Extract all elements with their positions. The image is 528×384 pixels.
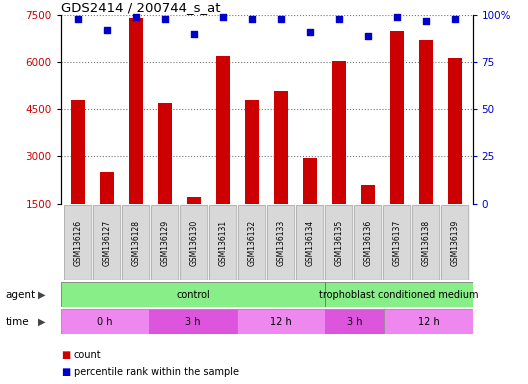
Bar	[325, 309, 384, 334]
Bar	[129, 18, 144, 204]
Text: trophoblast conditioned medium: trophoblast conditioned medium	[319, 290, 479, 300]
Text: 12 h: 12 h	[270, 316, 292, 327]
FancyBboxPatch shape	[441, 205, 469, 280]
Text: ■: ■	[61, 350, 70, 360]
Point	[277, 16, 285, 22]
Text: GSM136136: GSM136136	[364, 220, 373, 266]
Bar	[100, 172, 115, 204]
Text: 3 h: 3 h	[347, 316, 363, 327]
Text: count: count	[74, 350, 101, 360]
FancyBboxPatch shape	[210, 205, 237, 280]
Bar	[361, 185, 375, 204]
Bar	[325, 282, 473, 307]
FancyBboxPatch shape	[152, 205, 179, 280]
Text: GSM136130: GSM136130	[190, 220, 199, 266]
FancyBboxPatch shape	[93, 205, 121, 280]
Text: 0 h: 0 h	[97, 316, 112, 327]
Point	[248, 16, 257, 22]
Bar	[332, 61, 346, 204]
Point	[451, 16, 459, 22]
Point	[422, 18, 430, 24]
Bar	[158, 103, 172, 204]
Bar	[216, 56, 230, 204]
Text: GSM136131: GSM136131	[219, 220, 228, 266]
FancyBboxPatch shape	[412, 205, 440, 280]
Bar	[274, 91, 288, 204]
Point	[306, 29, 314, 35]
Point	[335, 16, 343, 22]
Bar	[71, 100, 86, 204]
Text: GSM136133: GSM136133	[277, 220, 286, 266]
Point	[219, 14, 228, 20]
Bar	[384, 309, 473, 334]
FancyBboxPatch shape	[181, 205, 208, 280]
Text: 3 h: 3 h	[185, 316, 201, 327]
Bar	[245, 100, 259, 204]
Point	[132, 14, 140, 20]
Bar	[61, 309, 149, 334]
Text: GSM136137: GSM136137	[393, 220, 402, 266]
Bar	[237, 309, 325, 334]
Text: agent: agent	[5, 290, 35, 300]
Point	[161, 16, 169, 22]
FancyBboxPatch shape	[383, 205, 411, 280]
Text: GDS2414 / 200744_s_at: GDS2414 / 200744_s_at	[61, 1, 220, 14]
Bar	[61, 282, 325, 307]
FancyBboxPatch shape	[326, 205, 353, 280]
FancyBboxPatch shape	[297, 205, 324, 280]
Point	[103, 27, 111, 33]
Text: control: control	[176, 290, 210, 300]
Text: GSM136132: GSM136132	[248, 220, 257, 266]
Text: GSM136138: GSM136138	[422, 220, 431, 266]
Bar	[419, 40, 433, 204]
Point	[74, 16, 82, 22]
Text: 12 h: 12 h	[418, 316, 439, 327]
Text: GSM136129: GSM136129	[161, 220, 169, 266]
FancyBboxPatch shape	[64, 205, 92, 280]
Bar	[303, 158, 317, 204]
FancyBboxPatch shape	[354, 205, 382, 280]
Text: GSM136127: GSM136127	[102, 220, 111, 266]
Text: GSM136139: GSM136139	[451, 220, 460, 266]
Point	[364, 33, 372, 39]
Text: GSM136134: GSM136134	[306, 220, 315, 266]
Bar	[149, 309, 237, 334]
FancyBboxPatch shape	[239, 205, 266, 280]
Text: ▶: ▶	[38, 316, 45, 327]
Bar	[187, 197, 201, 204]
Point	[190, 31, 199, 37]
Text: GSM136128: GSM136128	[131, 220, 140, 266]
Bar	[448, 58, 463, 204]
FancyBboxPatch shape	[268, 205, 295, 280]
FancyBboxPatch shape	[122, 205, 150, 280]
Text: ■: ■	[61, 367, 70, 377]
Text: GSM136135: GSM136135	[335, 220, 344, 266]
Point	[393, 14, 401, 20]
Text: GSM136126: GSM136126	[73, 220, 82, 266]
Text: ▶: ▶	[38, 290, 45, 300]
Text: percentile rank within the sample: percentile rank within the sample	[74, 367, 239, 377]
Bar	[390, 31, 404, 204]
Text: time: time	[5, 316, 29, 327]
